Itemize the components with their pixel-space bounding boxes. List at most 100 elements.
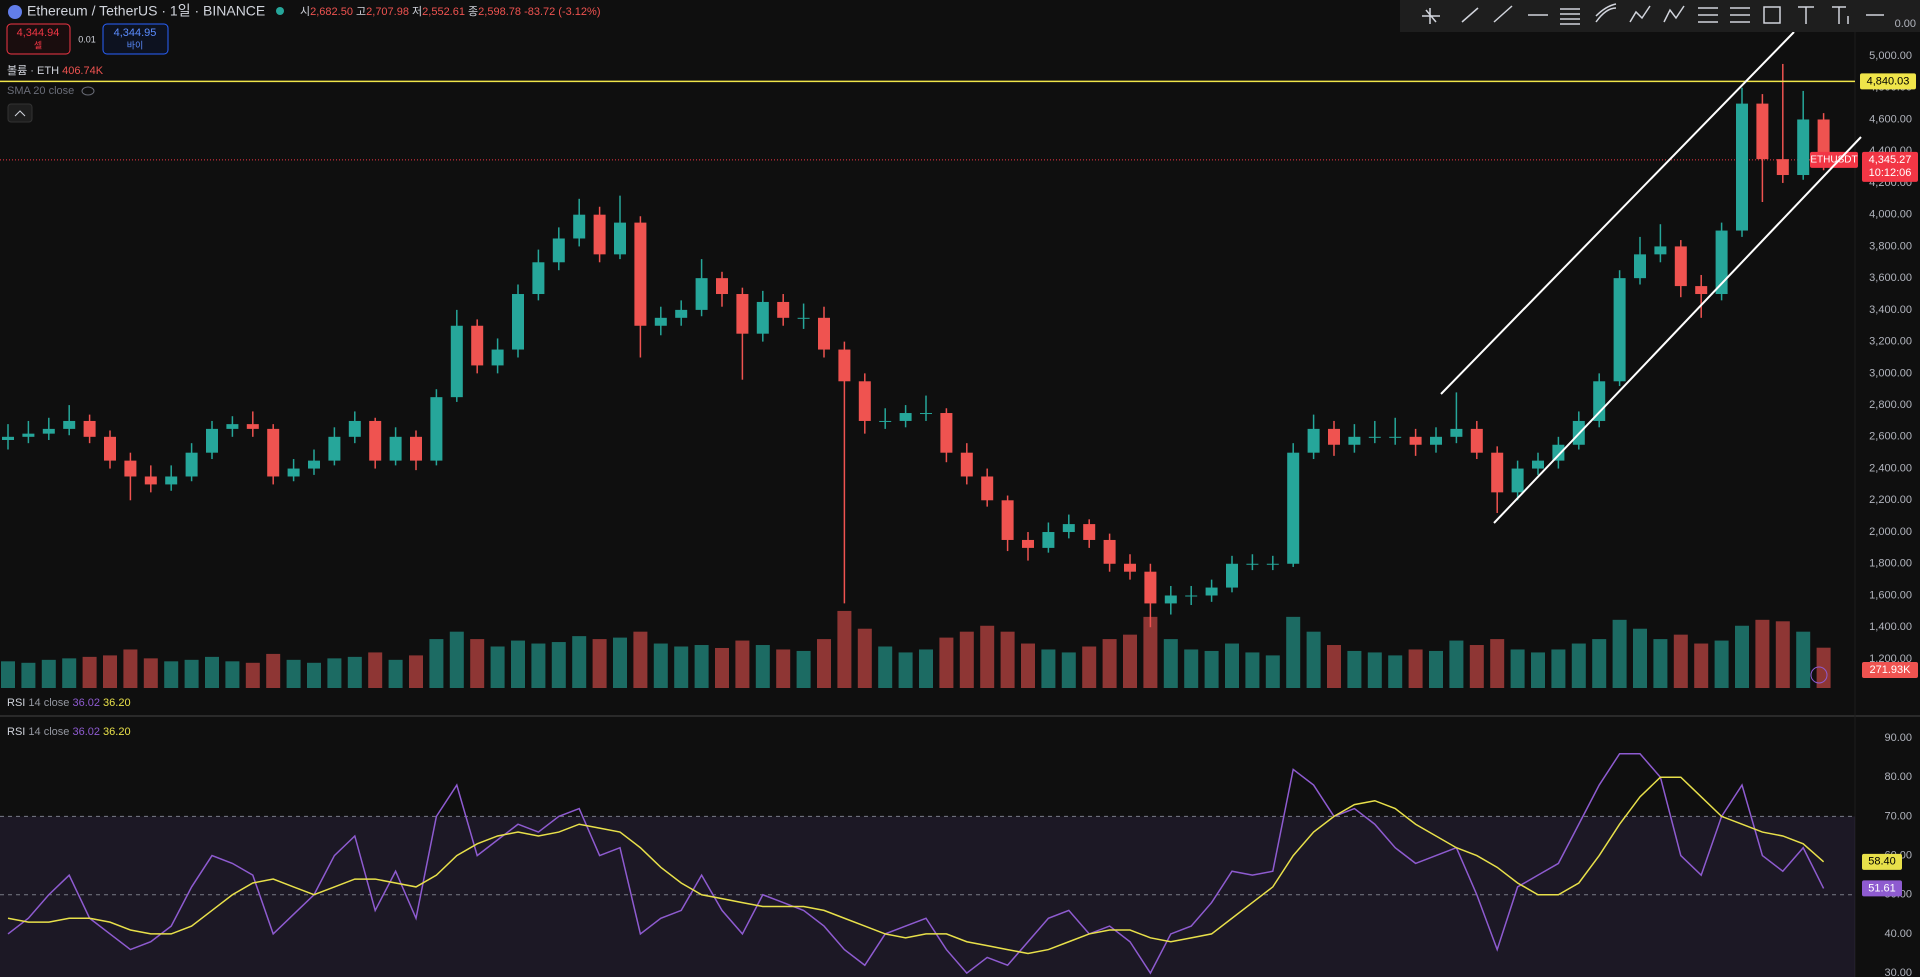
tool-icon[interactable] bbox=[1629, 5, 1651, 23]
symbol-title[interactable]: Ethereum / TetherUS · 1일 · BINANCE bbox=[27, 3, 265, 19]
volume-bar bbox=[1612, 619, 1627, 688]
volume-bar bbox=[123, 649, 138, 688]
collapse-button[interactable] bbox=[7, 103, 33, 123]
candle-body bbox=[430, 397, 443, 461]
tool-icon[interactable] bbox=[1663, 5, 1685, 23]
tool-icon[interactable] bbox=[1560, 8, 1580, 25]
candle-body bbox=[83, 420, 96, 437]
market-status bbox=[276, 7, 284, 15]
ohlc-label: 고 bbox=[356, 6, 366, 18]
tool-icon[interactable] bbox=[1422, 8, 1440, 24]
volume-bar bbox=[980, 625, 995, 688]
volume-bar bbox=[878, 646, 893, 688]
y-tick-label: 80.00 bbox=[1884, 771, 1912, 783]
corner-value: 0.00 bbox=[1895, 18, 1916, 30]
volume-bar bbox=[1327, 645, 1341, 688]
candle-body bbox=[879, 420, 892, 422]
buy-label[interactable]: 바이 bbox=[127, 40, 144, 50]
price-label-bg bbox=[1862, 151, 1918, 182]
candle-body bbox=[1756, 103, 1769, 160]
volume-bar bbox=[1367, 652, 1382, 688]
candle-body bbox=[246, 424, 259, 429]
volume-bar bbox=[164, 661, 179, 688]
candle-body bbox=[1001, 500, 1014, 540]
sell-price[interactable]: 4,344.94 bbox=[17, 27, 60, 39]
candle-body bbox=[1634, 254, 1646, 279]
volume-label: 271.93K bbox=[1870, 664, 1912, 676]
candle-body bbox=[1389, 436, 1402, 438]
tool-icon[interactable] bbox=[1763, 6, 1781, 24]
volume-bar bbox=[613, 637, 627, 688]
ohlc-legend: 시2,682.50 고2,707.98 저2,552.61 종2,598.78 … bbox=[300, 5, 601, 18]
channel-lower[interactable] bbox=[1493, 136, 1862, 524]
y-tick-label: 70.00 bbox=[1884, 810, 1912, 822]
volume-bar bbox=[1490, 639, 1505, 688]
volume-bar bbox=[755, 645, 770, 688]
candle-body bbox=[695, 278, 708, 310]
candle-body bbox=[206, 428, 218, 453]
volume-bar bbox=[898, 652, 913, 688]
tool-icon[interactable] bbox=[1798, 6, 1814, 24]
y-tick-label: 3,600.00 bbox=[1869, 272, 1912, 284]
volume-bar bbox=[1102, 639, 1117, 688]
volume-bar bbox=[551, 642, 566, 688]
candle-body bbox=[1348, 436, 1361, 445]
tool-icon[interactable] bbox=[1730, 7, 1750, 23]
sell-label[interactable]: 셀 bbox=[34, 40, 42, 50]
volume-bar bbox=[1000, 631, 1015, 688]
volume-bar bbox=[1245, 652, 1260, 688]
candle-body bbox=[675, 309, 688, 318]
drawing-toolbar bbox=[1400, 0, 1920, 32]
candle-body bbox=[1674, 246, 1687, 287]
channel-upper[interactable] bbox=[1440, 31, 1795, 395]
candle-body bbox=[1695, 286, 1708, 295]
candle-body bbox=[1307, 428, 1320, 453]
ohlc-label: 저 bbox=[412, 5, 422, 18]
price-pane: 5,000.004,800.004,600.004,400.004,200.00… bbox=[0, 50, 1918, 688]
symbol-icon bbox=[8, 5, 22, 19]
volume-bar bbox=[1796, 631, 1811, 688]
candle-body bbox=[471, 325, 484, 366]
volume-bar bbox=[225, 661, 240, 688]
volume-legend-value: 406.74K bbox=[62, 65, 104, 77]
tool-icon[interactable] bbox=[1493, 5, 1513, 23]
tool-icon[interactable] bbox=[1595, 3, 1617, 23]
candle-body bbox=[981, 476, 994, 501]
candle-body bbox=[267, 428, 280, 477]
candle-body bbox=[1430, 436, 1442, 445]
buy-price[interactable]: 4,344.95 bbox=[114, 27, 157, 39]
candle-body bbox=[1328, 428, 1340, 445]
rsi-legend-part: 36.02 bbox=[72, 697, 100, 709]
candle-body bbox=[920, 413, 932, 415]
last-value-label: 58.40 bbox=[1868, 856, 1896, 868]
volume-bar bbox=[1714, 640, 1729, 688]
tool-icon[interactable] bbox=[1461, 7, 1479, 23]
candle-body bbox=[634, 222, 647, 326]
candle-body bbox=[1083, 524, 1096, 540]
tool-icon[interactable] bbox=[1698, 7, 1718, 23]
ohlc-change: -83.72 (-3.12%) bbox=[524, 6, 600, 18]
y-tick-label: 3,200.00 bbox=[1869, 336, 1912, 348]
hline-label: 4,840.03 bbox=[1867, 75, 1910, 87]
alert-icon[interactable] bbox=[1810, 666, 1828, 684]
candle-body bbox=[287, 468, 300, 477]
y-tick-label: 2,000.00 bbox=[1869, 526, 1912, 538]
candle-body bbox=[165, 476, 178, 485]
y-tick-label: 1,800.00 bbox=[1869, 558, 1912, 570]
buy-button[interactable] bbox=[102, 23, 169, 55]
sell-button[interactable] bbox=[6, 23, 71, 55]
volume-bar bbox=[1775, 621, 1790, 688]
volume-bar bbox=[41, 659, 56, 688]
last-value-bg bbox=[1862, 880, 1902, 897]
ohlc-value: 2,598.78 bbox=[478, 6, 521, 18]
tool-icon[interactable] bbox=[1832, 6, 1849, 24]
y-tick-label: 4,000.00 bbox=[1869, 209, 1912, 221]
candle-body bbox=[654, 317, 667, 326]
volume-bar bbox=[1204, 650, 1219, 688]
candle-body bbox=[144, 476, 157, 485]
candle-body bbox=[716, 278, 728, 295]
visibility-icon[interactable] bbox=[81, 86, 95, 96]
volume-bar bbox=[327, 658, 342, 688]
